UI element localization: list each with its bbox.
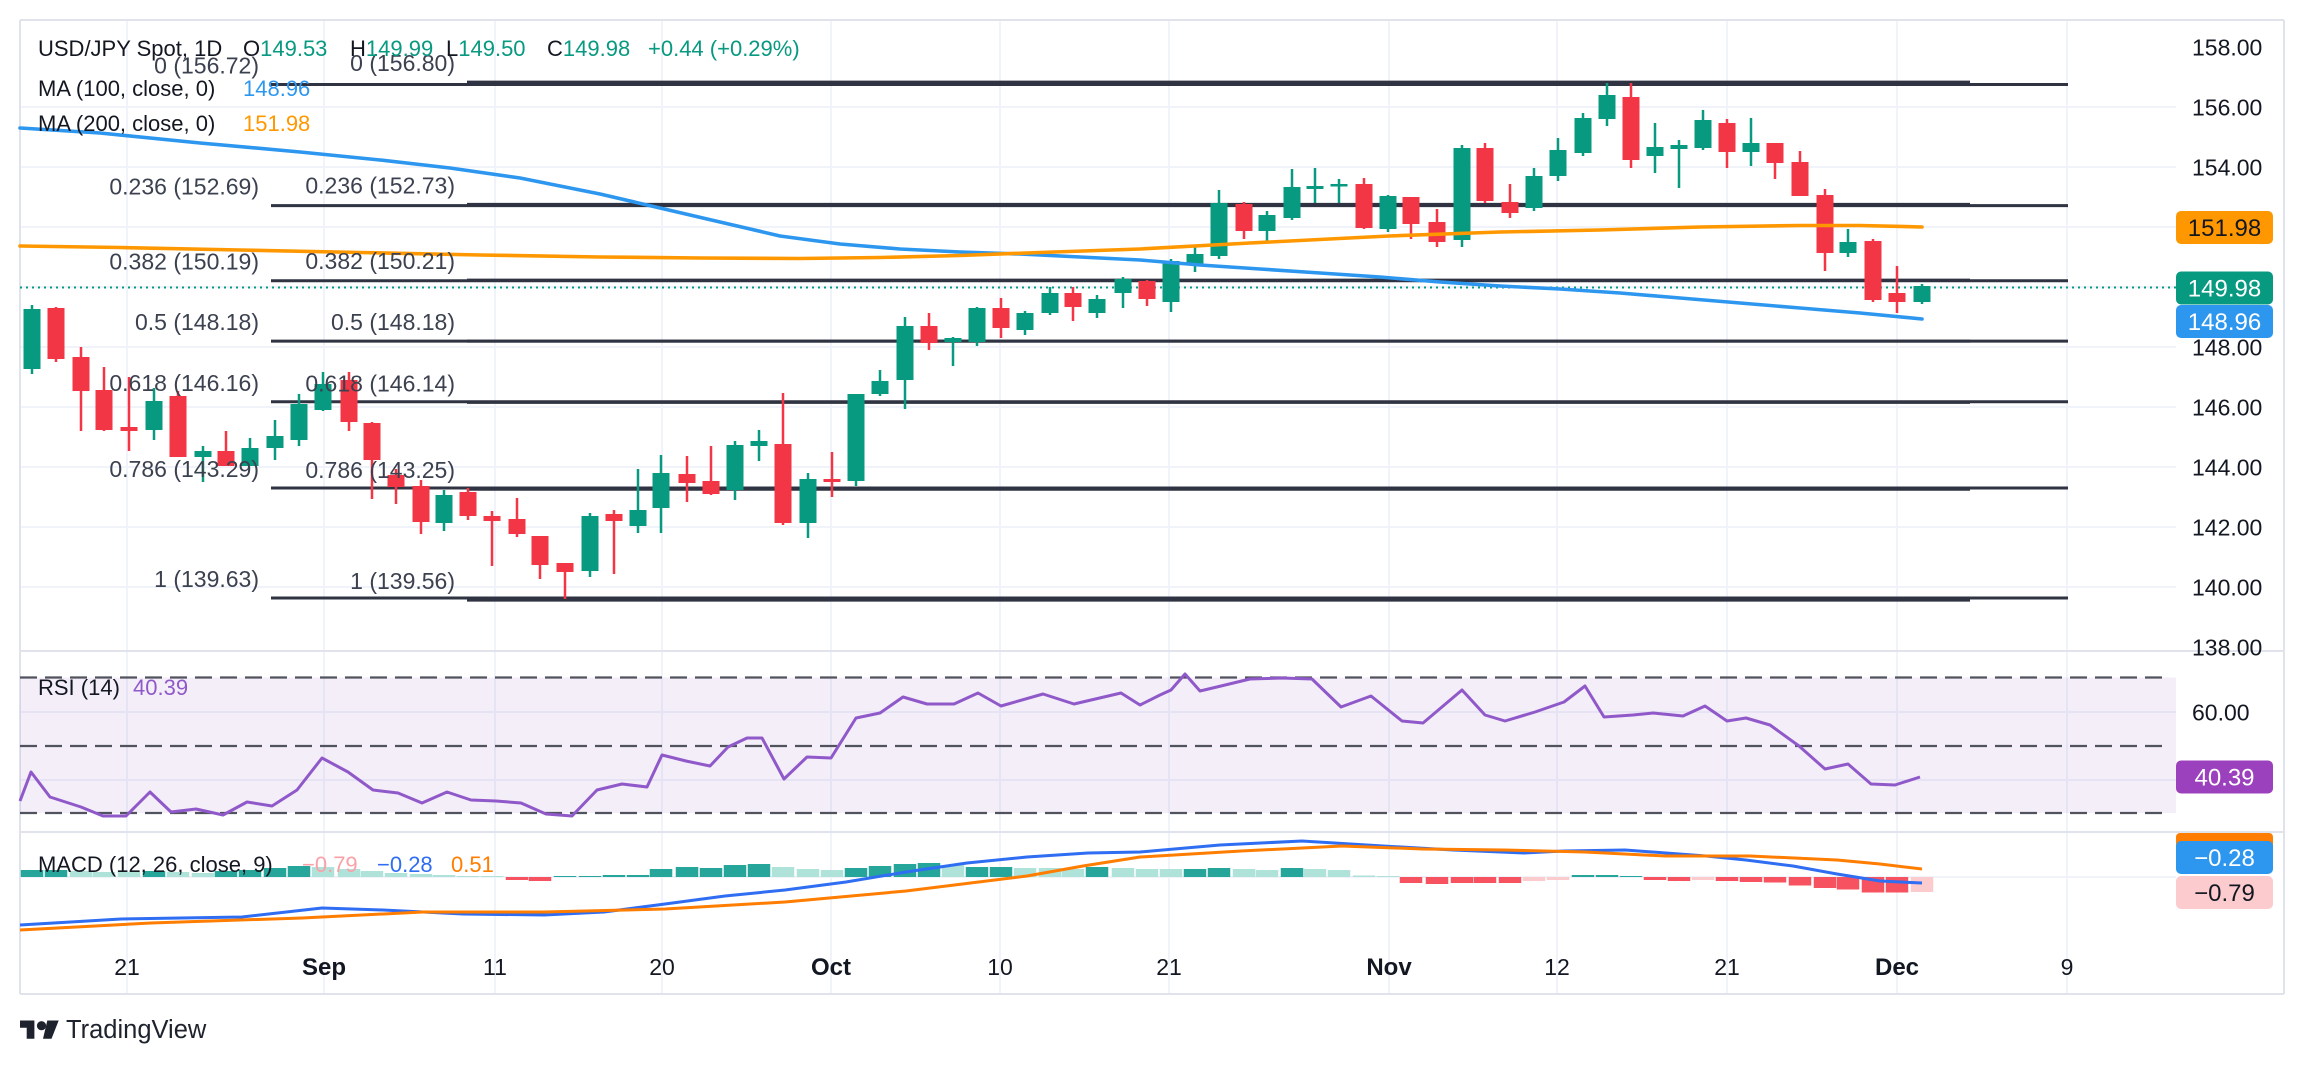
svg-text:0 (156.80): 0 (156.80) — [350, 50, 455, 76]
svg-text:140.00: 140.00 — [2192, 575, 2262, 601]
svg-text:USD/JPY Spot, 1D: USD/JPY Spot, 1D — [38, 36, 222, 61]
svg-text:H149.99: H149.99 — [350, 36, 433, 61]
svg-text:151.98: 151.98 — [243, 111, 310, 136]
svg-text:148.96: 148.96 — [243, 76, 310, 101]
svg-text:+0.44 (+0.29%): +0.44 (+0.29%) — [648, 36, 800, 61]
svg-text:138.00: 138.00 — [2192, 635, 2262, 661]
svg-text:0.236 (152.73): 0.236 (152.73) — [305, 172, 455, 198]
svg-text:149.98: 149.98 — [2188, 276, 2261, 303]
svg-text:−0.28: −0.28 — [377, 852, 433, 877]
svg-text:0.786 (143.29): 0.786 (143.29) — [109, 456, 259, 482]
svg-text:Dec: Dec — [1875, 954, 1919, 981]
svg-text:148.00: 148.00 — [2192, 335, 2262, 361]
svg-text:21: 21 — [1714, 954, 1740, 980]
svg-text:146.00: 146.00 — [2192, 395, 2262, 421]
svg-text:21: 21 — [1156, 954, 1182, 980]
svg-text:0.5 (148.18): 0.5 (148.18) — [135, 309, 259, 335]
svg-text:MA (100, close, 0): MA (100, close, 0) — [38, 76, 215, 101]
svg-text:148.96: 148.96 — [2188, 309, 2261, 336]
svg-text:142.00: 142.00 — [2192, 515, 2262, 541]
svg-text:40.39: 40.39 — [133, 675, 188, 700]
svg-text:154.00: 154.00 — [2192, 155, 2262, 181]
svg-text:O149.53: O149.53 — [243, 36, 327, 61]
svg-text:1 (139.63): 1 (139.63) — [154, 566, 259, 592]
svg-text:1 (139.56): 1 (139.56) — [350, 568, 455, 594]
svg-text:156.00: 156.00 — [2192, 95, 2262, 121]
svg-text:TradingView: TradingView — [66, 1016, 207, 1044]
svg-text:MA (200, close, 0): MA (200, close, 0) — [38, 111, 215, 136]
svg-text:151.98: 151.98 — [2188, 215, 2261, 242]
svg-text:Oct: Oct — [811, 954, 851, 981]
svg-text:MACD (12, 26, close, 9): MACD (12, 26, close, 9) — [38, 852, 273, 877]
svg-text:−0.28: −0.28 — [2194, 845, 2255, 872]
svg-text:20: 20 — [649, 954, 675, 980]
svg-text:−0.79: −0.79 — [302, 852, 358, 877]
svg-text:158.00: 158.00 — [2192, 35, 2262, 61]
svg-text:0.618 (146.16): 0.618 (146.16) — [109, 370, 259, 396]
svg-text:Sep: Sep — [302, 954, 346, 981]
svg-text:0.786 (143.25): 0.786 (143.25) — [305, 457, 455, 483]
svg-text:C149.98: C149.98 — [547, 36, 630, 61]
svg-text:9: 9 — [2061, 954, 2074, 980]
svg-text:0.382 (150.19): 0.382 (150.19) — [109, 249, 259, 275]
svg-text:0.51: 0.51 — [451, 852, 494, 877]
svg-text:60.00: 60.00 — [2192, 700, 2250, 726]
svg-text:11: 11 — [483, 954, 507, 980]
svg-text:21: 21 — [114, 954, 140, 980]
svg-text:0.382 (150.21): 0.382 (150.21) — [305, 248, 455, 274]
svg-text:0.618 (146.14): 0.618 (146.14) — [305, 370, 455, 396]
svg-text:0.236 (152.69): 0.236 (152.69) — [109, 174, 259, 200]
svg-text:12: 12 — [1544, 954, 1570, 980]
svg-text:−0.79: −0.79 — [2194, 880, 2255, 907]
svg-text:L149.50: L149.50 — [446, 36, 526, 61]
svg-text:RSI (14): RSI (14) — [38, 675, 120, 700]
svg-text:40.39: 40.39 — [2194, 765, 2254, 792]
svg-text:0.5 (148.18): 0.5 (148.18) — [331, 309, 455, 335]
svg-text:10: 10 — [987, 954, 1013, 980]
svg-text:0 (156.72): 0 (156.72) — [154, 53, 259, 79]
svg-text:Nov: Nov — [1366, 954, 1412, 981]
svg-text:144.00: 144.00 — [2192, 455, 2262, 481]
